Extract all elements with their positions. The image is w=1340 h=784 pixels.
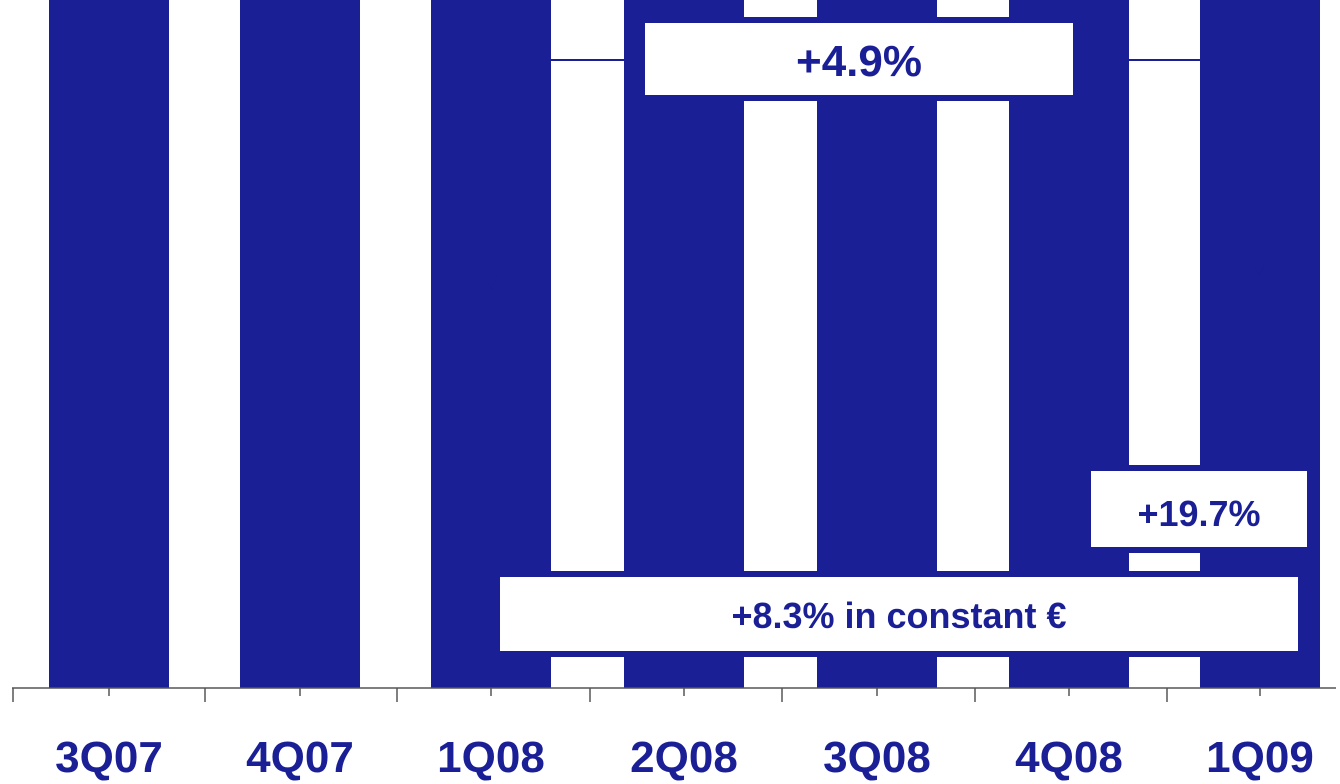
constant-currency-box bbox=[494, 571, 1304, 657]
bar-4Q07 bbox=[240, 0, 360, 688]
x-tick-label-1Q08: 1Q08 bbox=[437, 733, 545, 782]
x-tick-label-3Q08: 3Q08 bbox=[823, 733, 931, 782]
bar-3Q07 bbox=[49, 0, 169, 688]
x-tick-label-4Q08: 4Q08 bbox=[1015, 733, 1123, 782]
x-tick-label-4Q07: 4Q07 bbox=[246, 733, 354, 782]
x-tick-label-1Q09: 1Q09 bbox=[1206, 733, 1314, 782]
x-tick-label-3Q07: 3Q07 bbox=[55, 733, 163, 782]
growth-box-right bbox=[1085, 465, 1313, 553]
arrow-down-icon bbox=[1252, 261, 1266, 276]
arrow-down-icon bbox=[484, 274, 498, 290]
growth-label-right: +19.7% bbox=[1137, 493, 1260, 534]
constant-currency-label: +8.3% in constant € bbox=[731, 595, 1066, 636]
growth-label-top: +4.9% bbox=[796, 37, 922, 86]
connector-right bbox=[1076, 59, 1260, 264]
x-axis bbox=[12, 687, 1336, 702]
annotations-layer: +4.9% +19.7% +8.3% in constant € bbox=[484, 17, 1313, 657]
connector-left bbox=[490, 59, 642, 276]
growth-box-top bbox=[639, 17, 1079, 101]
x-tick-label-2Q08: 2Q08 bbox=[630, 733, 738, 782]
x-tick-labels-layer: 3Q07 4Q07 1Q08 2Q08 3Q08 4Q08 1Q09 bbox=[55, 733, 1314, 782]
